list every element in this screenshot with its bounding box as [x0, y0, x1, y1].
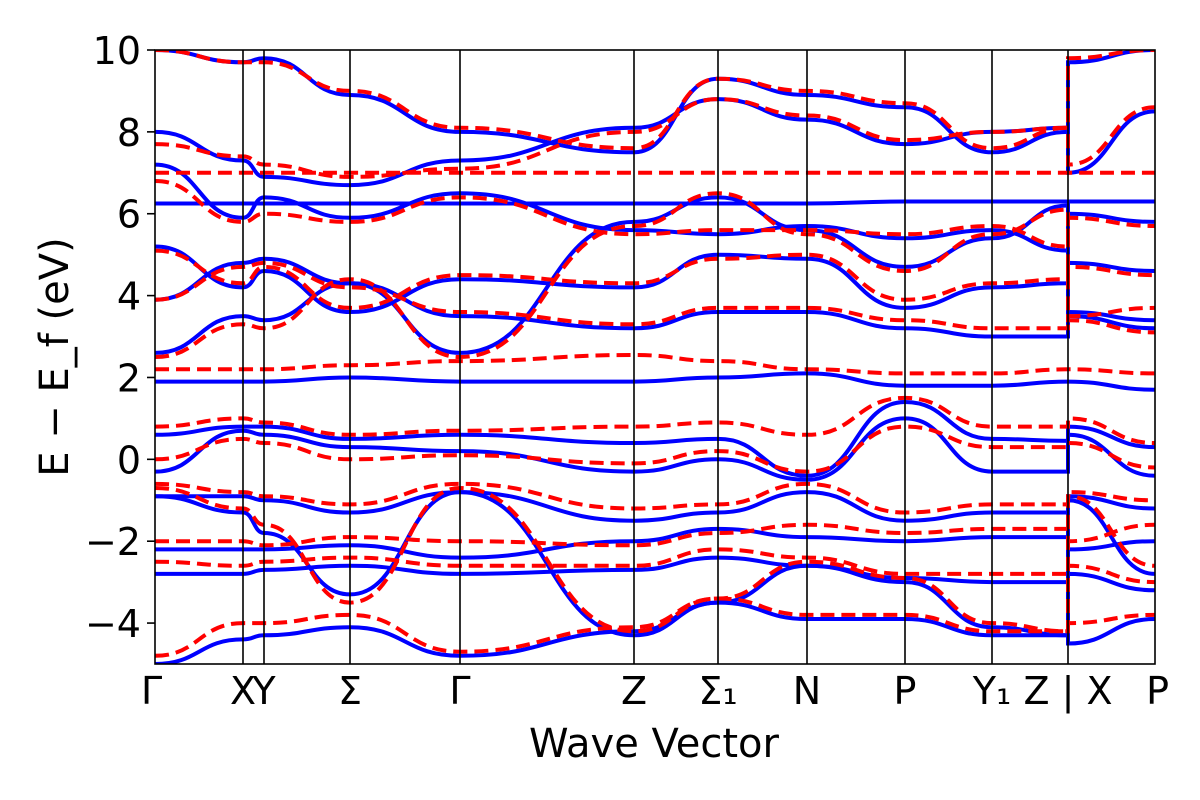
x-tick-label-4: Γ [449, 669, 470, 713]
kpoint-lines-group [242, 50, 1069, 664]
y-tick-label-4: 4 [117, 275, 141, 319]
y-tick-label-1: −2 [85, 520, 141, 564]
x-axis-label: Wave Vector [529, 721, 780, 767]
x-tick-label-0: Γ [141, 669, 162, 713]
band-line-dashed-23 [155, 97, 1155, 179]
y-tick-label-0: −4 [85, 602, 141, 646]
x-tick-label-2: Y [251, 669, 276, 713]
plot-frame [154, 49, 1156, 665]
band-line-dashed-3 [155, 352, 1155, 376]
x-tick-label-7: N [793, 669, 821, 713]
y-ticks-group: −4 −2 0 2 4 6 8 10 [85, 29, 155, 646]
y-tick-label-3: 2 [117, 356, 141, 400]
band-line-dashed-5 [155, 395, 1155, 445]
band-line-solid-4 [155, 399, 1155, 478]
x-tick-label-1: X [230, 669, 256, 713]
band-line-dashed-25 [155, 50, 1155, 151]
band-line-solid-12 [155, 555, 1155, 593]
x-tick-label-6: Σ₁ [698, 669, 737, 713]
band-line-dashed-27 [155, 596, 1155, 658]
x-tick-label-10: Z | X [1023, 669, 1112, 714]
band-line-solid-10 [155, 526, 1155, 560]
band-line-dashed-13 [155, 547, 1155, 585]
y-tick-label-2: 0 [117, 438, 141, 482]
x-tick-label-3: Σ [338, 669, 362, 713]
y-tick-label-7: 10 [93, 29, 141, 73]
y-tick-label-6: 8 [117, 111, 141, 155]
band-line-solid-18 [155, 244, 1155, 315]
band-line-dashed-15 [155, 191, 1155, 360]
x-tick-label-11: P [1146, 669, 1169, 713]
y-axis-label: E − E_f (eV) [32, 237, 78, 476]
band-line-dashed-19 [155, 248, 1155, 310]
band-line-dashed-7 [155, 424, 1155, 474]
band-line-solid-14 [155, 195, 1155, 355]
x-tick-label-8: P [894, 669, 917, 713]
band-line-dashed-9 [155, 481, 1155, 515]
band-line-dashed-11 [155, 522, 1155, 548]
band-line-solid-8 [155, 490, 1155, 523]
band-line-solid-24 [155, 50, 1155, 155]
band-line-dashed-17 [155, 260, 1155, 331]
x-ticks-group: Γ XY Σ Γ Z Σ₁ N P Y₁ Z | X P [141, 669, 1169, 714]
x-tick-label-5: Z [621, 669, 647, 713]
y-tick-label-5: 6 [117, 193, 141, 237]
band-series-group [155, 50, 1155, 664]
x-tick-label-9: Y₁ [972, 669, 1011, 713]
band-line-dashed-21 [155, 179, 1155, 249]
band-line-solid-0 [155, 199, 1155, 206]
